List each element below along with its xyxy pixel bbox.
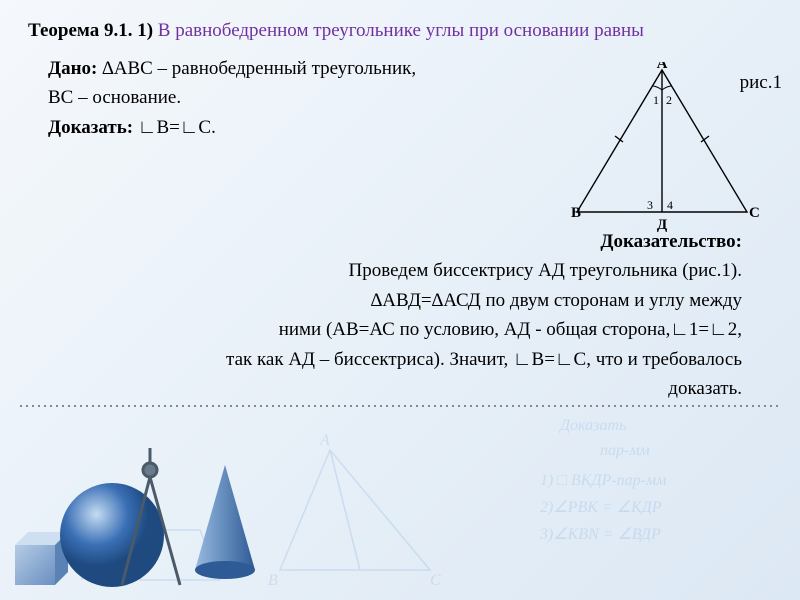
svg-text:B: B (268, 572, 278, 589)
svg-text:A: A (319, 432, 330, 449)
sphere-icon (60, 483, 164, 587)
theorem-statement: В равнобедренном треугольнике углы при о… (158, 20, 644, 41)
proof-line-2: ∆АВД=∆АСД по двум сторонам и углу между (28, 286, 742, 315)
proof-line-5: доказать. (28, 374, 742, 403)
decorative-shapes (0, 370, 260, 600)
vertex-a: A (657, 62, 668, 72)
proof-line-4: так как АД – биссектриса). Значит, ∟B=∟C… (28, 345, 742, 374)
prove-text: ∟B=∟C. (138, 117, 216, 138)
angle-4: 4 (667, 198, 673, 212)
svg-text:C: C (430, 572, 441, 589)
given-label: Дано: (48, 58, 97, 79)
cone-icon (195, 465, 255, 579)
figure-caption: рис.1 (740, 72, 782, 94)
vertex-d: Д (657, 217, 668, 233)
triangle-figure: A B C Д 1 2 3 4 (565, 62, 760, 237)
vertex-b: B (571, 205, 581, 221)
content-area: Теорема 9.1. 1) В равнобедренном треугол… (0, 0, 800, 404)
angle-2: 2 (666, 93, 672, 107)
theorem-number: Теорема 9.1. 1) (28, 20, 153, 41)
angle-1: 1 (653, 93, 659, 107)
scribble-text: 2)∠РВК = ∠КДР (540, 499, 662, 516)
prove-label: Доказать: (48, 117, 133, 138)
proof-line-1: Проведем биссектрису АД треугольника (ри… (28, 256, 742, 285)
cube-icon (15, 532, 68, 585)
proof-block: Доказательство: Проведем биссектрису АД … (28, 227, 772, 404)
theorem-title: Теорема 9.1. 1) В равнобедренном треугол… (28, 18, 772, 44)
vertex-c: C (749, 205, 760, 221)
scribble-text: 3)∠КВN = ∠ВДР (539, 526, 661, 543)
proof-line-3: ними (АВ=АС по условию, АД - общая сторо… (28, 315, 742, 344)
scribble-text: 1) □ ВКДР-пар-мм (540, 472, 666, 489)
angle-3: 3 (647, 198, 653, 212)
scribble-text: Доказать (558, 417, 626, 434)
scribble-text: пар-мм (600, 442, 650, 459)
given-text-1: ∆ABC – равнобедренный треугольник, (102, 58, 416, 79)
